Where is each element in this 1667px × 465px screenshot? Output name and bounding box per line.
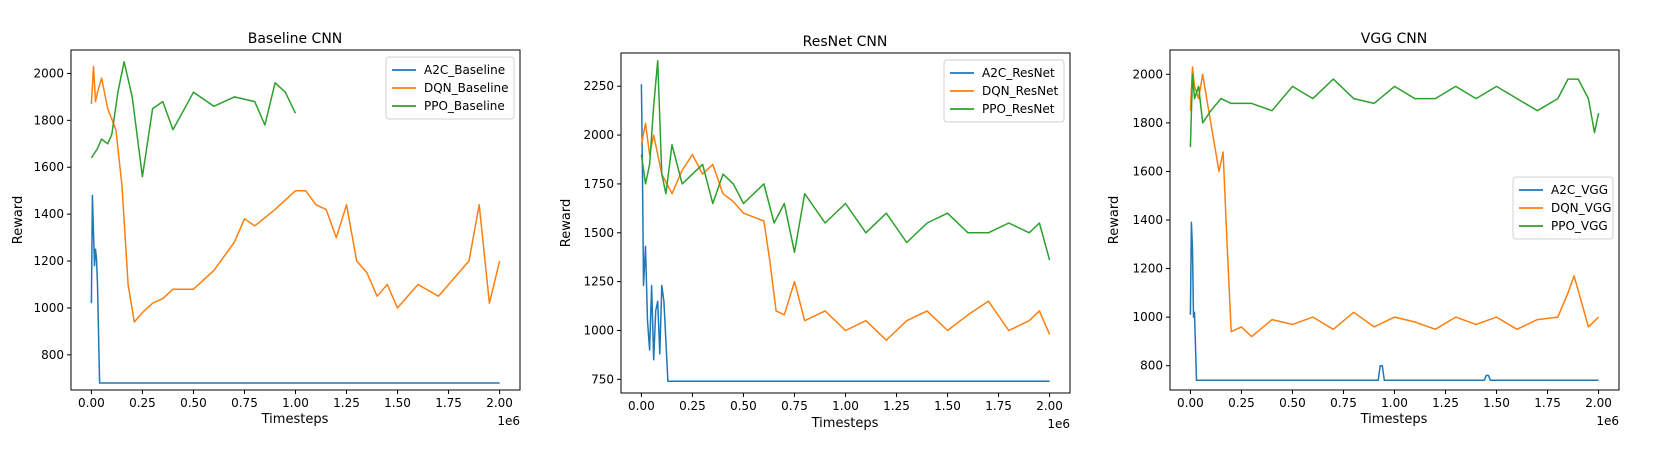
- panel-vgg-xtick-label: 2.00: [1585, 396, 1612, 410]
- panel-baseline-x-multiplier: 1e6: [497, 414, 520, 428]
- panel-vgg-legend-label-0: A2C_VGG: [1551, 183, 1608, 197]
- panel-baseline-ylabel: Reward: [11, 196, 26, 244]
- panel-resnet-series-line-1: [640, 122, 1051, 341]
- panel-resnet-legend-label-1: DQN_ResNet: [982, 84, 1058, 98]
- panel-resnet-lines: [640, 60, 1051, 383]
- panel-resnet-yticks: 750 1000 1250 1500 1750 2000 2250: [583, 79, 621, 386]
- panel-baseline-ytick-label: 800: [41, 348, 64, 362]
- panel-resnet-ylabel: Reward: [559, 199, 574, 247]
- panel-baseline-xtick-label: 0.25: [129, 396, 156, 410]
- panel-vgg-ytick-label: 2000: [1132, 67, 1163, 81]
- panel-vgg-legend-label-2: PPO_VGG: [1551, 219, 1608, 233]
- panel-resnet-ytick-label: 2000: [583, 128, 614, 142]
- panel-vgg-ylabel: Reward: [1107, 196, 1122, 244]
- panel-resnet-title: ResNet CNN: [803, 34, 888, 50]
- panel-vgg-ytick-label: 1000: [1132, 310, 1163, 324]
- panel-vgg-xtick-label: 0.75: [1330, 396, 1357, 410]
- panel-baseline-legend-label-0: A2C_Baseline: [424, 63, 505, 77]
- panel-baseline-series-line-2: [90, 60, 297, 178]
- panel-resnet-xtick-label: 0.25: [679, 399, 706, 413]
- panel-baseline-series-line-0: [90, 194, 500, 384]
- panel-vgg-legend: A2C_VGG DQN_VGG PPO_VGG: [1512, 176, 1614, 240]
- panel-vgg-xtick-label: 1.25: [1432, 396, 1459, 410]
- panel-baseline-ytick-label: 1400: [33, 207, 64, 221]
- panel-resnet-xtick-label: 0.50: [730, 399, 757, 413]
- panel-baseline-xtick-label: 1.75: [435, 396, 462, 410]
- panel-vgg-ytick-label: 1200: [1132, 262, 1163, 276]
- panel-baseline-title: Baseline CNN: [248, 31, 343, 47]
- panel-resnet-xtick-label: 1.00: [832, 399, 859, 413]
- panel-baseline-xtick-label: 0.00: [78, 396, 105, 410]
- panel-resnet-ytick-label: 1750: [583, 177, 614, 191]
- panel-resnet-series-line-2: [640, 60, 1051, 261]
- panel-baseline-series-line-1: [90, 65, 501, 323]
- panel-vgg-ytick-label: 1800: [1132, 116, 1163, 130]
- panel-resnet-legend-label-2: PPO_ResNet: [982, 102, 1055, 116]
- panel-resnet-ytick-label: 750: [591, 372, 614, 386]
- panel-vgg-xtick-label: 0.50: [1279, 396, 1306, 410]
- panel-resnet-xtick-label: 1.75: [985, 399, 1012, 413]
- panel-resnet-xtick-label: 0.00: [628, 399, 655, 413]
- panel-baseline-legend-label-2: PPO_Baseline: [424, 99, 505, 113]
- panel-baseline-xtick-label: 1.00: [282, 396, 309, 410]
- panel-resnet-ytick-label: 2250: [583, 79, 614, 93]
- panel-vgg-ytick-label: 1400: [1132, 213, 1163, 227]
- panel-baseline-lines: [90, 60, 501, 384]
- panel-baseline-ytick-label: 1800: [33, 113, 64, 127]
- panel-resnet-ytick-label: 1500: [583, 226, 614, 240]
- panel-baseline-xlabel: Timesteps: [261, 412, 329, 427]
- panel-resnet-ytick-label: 1250: [583, 275, 614, 289]
- panel-baseline-legend-label-1: DQN_Baseline: [424, 81, 509, 95]
- panel-baseline-ytick-label: 1200: [33, 254, 64, 268]
- panel-vgg: 0.00 0.25 0.50 0.75 1.00 1.25 1.50 1.75 2.00 800…: [1107, 31, 1620, 428]
- panel-resnet-xtick-label: 1.50: [934, 399, 961, 413]
- panel-baseline: 0.00 0.25 0.50 0.75 1.00 1.25 1.50 1.75 2.00 800…: [11, 31, 521, 428]
- panel-vgg-ytick-label: 800: [1140, 359, 1163, 373]
- panel-resnet-series-line-0: [640, 84, 1050, 383]
- panel-vgg-series-line-0: [1189, 221, 1599, 382]
- panel-vgg-lines: [1189, 66, 1600, 382]
- panel-vgg-xtick-label: 0.00: [1177, 396, 1204, 410]
- panel-baseline-legend: A2C_Baseline DQN_Baseline PPO_Baseline: [385, 56, 515, 120]
- panel-baseline-ytick-label: 1000: [33, 301, 64, 315]
- panel-vgg-title: VGG CNN: [1361, 31, 1427, 47]
- panel-vgg-xtick-label: 0.25: [1228, 396, 1255, 410]
- panel-baseline-xtick-label: 0.50: [180, 396, 207, 410]
- panel-baseline-legend-box: [385, 56, 515, 120]
- panel-vgg-series-line-2: [1189, 73, 1600, 148]
- panel-resnet-legend: A2C_ResNet DQN_ResNet PPO_ResNet: [943, 59, 1065, 123]
- panel-resnet-xtick-label: 0.75: [781, 399, 808, 413]
- panel-baseline-xtick-label: 1.25: [333, 396, 360, 410]
- panel-vgg-ytick-label: 1600: [1132, 164, 1163, 178]
- panel-resnet: 0.00 0.25 0.50 0.75 1.00 1.25 1.50 1.75 2.00 750…: [559, 34, 1071, 431]
- panel-resnet-legend-label-0: A2C_ResNet: [982, 66, 1055, 80]
- panel-baseline-xticks: 0.00 0.25 0.50 0.75 1.00 1.25 1.50 1.75 2.00: [78, 390, 513, 410]
- panel-vgg-xlabel: Timesteps: [1360, 412, 1428, 427]
- panel-baseline-ytick-label: 2000: [33, 66, 64, 80]
- panel-vgg-legend-box: [1512, 176, 1614, 240]
- panel-resnet-xtick-label: 2.00: [1036, 399, 1063, 413]
- panel-resnet-x-multiplier: 1e6: [1047, 417, 1070, 431]
- panel-resnet-xlabel: Timesteps: [811, 416, 879, 431]
- panel-vgg-xtick-label: 1.75: [1534, 396, 1561, 410]
- panel-vgg-legend-label-1: DQN_VGG: [1551, 201, 1611, 215]
- panel-vgg-xtick-label: 1.00: [1381, 396, 1408, 410]
- panel-baseline-yticks: 800 1000 1200 1400 1600 1800 2000: [33, 66, 71, 362]
- panel-resnet-legend-box: [943, 59, 1065, 123]
- panel-baseline-xtick-label: 2.00: [486, 396, 513, 410]
- panel-vgg-x-multiplier: 1e6: [1596, 414, 1619, 428]
- panel-vgg-xticks: 0.00 0.25 0.50 0.75 1.00 1.25 1.50 1.75 2.00: [1177, 390, 1612, 410]
- panel-baseline-ytick-label: 1600: [33, 160, 64, 174]
- panel-vgg-yticks: 800 1000 1200 1400 1600 1800 2000: [1132, 67, 1170, 373]
- panel-baseline-xtick-label: 0.75: [231, 396, 258, 410]
- panel-resnet-xtick-label: 1.25: [883, 399, 910, 413]
- panel-vgg-series-line-1: [1189, 66, 1600, 338]
- panel-baseline-xtick-label: 1.50: [384, 396, 411, 410]
- panel-vgg-xtick-label: 1.50: [1483, 396, 1510, 410]
- panel-resnet-xticks: 0.00 0.25 0.50 0.75 1.00 1.25 1.50 1.75 2.00: [628, 393, 1063, 413]
- panel-resnet-ytick-label: 1000: [583, 323, 614, 337]
